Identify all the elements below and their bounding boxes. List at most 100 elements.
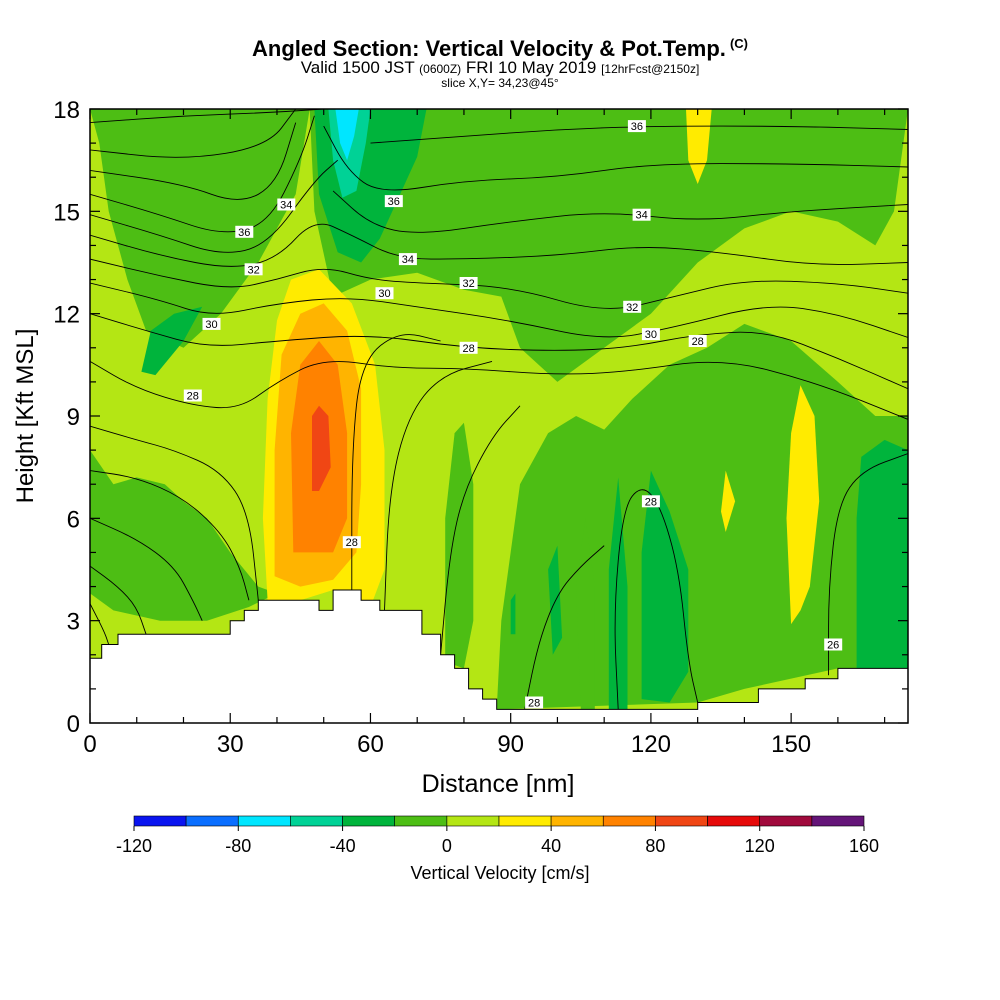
theta-label-text: 30 (205, 319, 217, 331)
updraft-region (686, 109, 712, 184)
colorbar-swatch (602, 815, 656, 827)
colorbar-tick-label: -40 (330, 836, 356, 856)
downdraft-region (576, 518, 595, 710)
colorbar-tick-label: 160 (849, 836, 879, 856)
colorbar-swatch (446, 815, 500, 827)
theta-label-text: 34 (635, 210, 647, 222)
theta-label-box (398, 253, 417, 266)
theta-contour-line (323, 125, 908, 191)
terrain-mask (90, 589, 908, 723)
colorbar-tick-label: 0 (442, 836, 452, 856)
theta-label-box (375, 287, 394, 300)
theta-contour-line (90, 223, 908, 267)
colorbar-swatch (342, 815, 396, 827)
x-tick-label: 90 (497, 731, 524, 758)
theta-contour-line (90, 470, 250, 601)
colorbar-swatch (811, 815, 865, 827)
colorbar-swatch (759, 815, 813, 827)
theta-contour-label: 34 (398, 253, 417, 266)
theta-contour-label: 36 (627, 120, 646, 133)
theta-label-text: 30 (378, 288, 390, 300)
chart-title-units: (C) (729, 36, 748, 51)
theta-contour-line (90, 159, 338, 253)
theta-label-text: 26 (827, 640, 839, 652)
theta-label-text: 28 (187, 391, 199, 403)
velocity-field (90, 109, 908, 710)
colorbar-swatch (550, 815, 604, 827)
theta-contour-label: 28 (342, 536, 361, 549)
theta-label-text: 34 (402, 254, 414, 266)
theta-label-box (202, 317, 221, 330)
theta-label-text: 34 (280, 200, 292, 212)
updraft-core (312, 405, 331, 491)
chart-title-text: Angled Section: Vertical Velocity & Pot.… (252, 36, 726, 61)
downdraft-region (309, 109, 908, 382)
theta-label-box (342, 536, 361, 549)
theta-contour-line (332, 190, 908, 233)
x-tick-label: 120 (631, 731, 671, 758)
theta-label-text: 36 (388, 196, 400, 208)
chart-subtitle: Valid 1500 JST (0600Z) FRI 10 May 2019 [… (0, 58, 1000, 78)
theta-contours (90, 109, 908, 710)
theta-label-box (235, 225, 254, 238)
updraft-region (786, 385, 820, 625)
theta-label-text: 28 (645, 496, 657, 508)
theta-contour-label: 30 (202, 317, 221, 331)
theta-label-text: 28 (692, 336, 704, 348)
colorbar-tick-label: 40 (541, 836, 561, 856)
downdraft-region (856, 439, 908, 669)
colorbar: -120 -80 -40 0 40 80 120 160 (116, 815, 879, 856)
updraft-region (721, 470, 736, 532)
theta-contour-line (370, 125, 908, 144)
x-tick-label: 30 (217, 731, 244, 758)
theta-contour-line (90, 425, 259, 601)
theta-contour-label: 28 (525, 696, 544, 710)
theta-label-text: 32 (626, 302, 638, 314)
theta-label-box (623, 300, 642, 313)
y-tick-label: 12 (53, 302, 80, 329)
plot-area: 36 36 36 34 34 34 32 32 32 30 30 30 28 28 28 28 28 28 26 (90, 109, 908, 723)
theta-contour-labels: 36 36 36 34 34 34 32 32 32 30 30 30 28 28 28 28 28 28 26 (183, 120, 843, 710)
colorbar-swatch (133, 815, 187, 827)
theta-contour-line (90, 109, 330, 124)
colorbar-tick-label: -80 (225, 836, 251, 856)
subtitle-valid: Valid 1500 JST (300, 58, 415, 77)
colorbar-swatch (290, 815, 343, 827)
colorbar-swatch (394, 815, 448, 827)
theta-contour-label: 34 (277, 198, 296, 212)
theta-contour-line (524, 545, 605, 710)
downdraft-region (90, 450, 277, 621)
theta-contour-line (440, 405, 521, 655)
theta-label-text: 28 (462, 343, 474, 355)
subtitle-utc: (0600Z) (419, 62, 462, 76)
downdraft-region (608, 477, 628, 710)
theta-contour-line (351, 334, 441, 590)
x-axis-label: Distance [nm] (422, 770, 575, 798)
theta-contour-label: 34 (632, 208, 651, 222)
colorbar-tick-label: -120 (116, 836, 152, 856)
y-tick-label: 0 (67, 711, 80, 738)
theta-label-box (183, 389, 202, 402)
theta-contour-line (90, 565, 147, 635)
y-tick-label: 3 (67, 609, 80, 636)
colorbar-tick-label: 120 (745, 836, 775, 856)
downdraft-region (641, 470, 689, 703)
colorbar-swatch (707, 815, 760, 827)
y-tick-label: 6 (67, 506, 80, 533)
theta-contour-line (614, 489, 699, 710)
theta-label-box (244, 263, 263, 276)
downdraft-region (141, 306, 203, 376)
theta-label-text: 28 (528, 698, 540, 710)
theta-contour-label: 32 (244, 263, 263, 276)
colorbar-tick-label: 80 (645, 836, 665, 856)
theta-contour-label: 28 (183, 389, 202, 403)
downdraft-core (335, 109, 359, 161)
theta-contour-line (90, 258, 908, 309)
theta-label-text: 30 (645, 329, 657, 341)
theta-contour-line (90, 361, 908, 420)
theta-contour-line (90, 115, 315, 233)
x-tick-label: 150 (771, 731, 811, 758)
theta-label-text: 28 (346, 537, 358, 549)
y-tick-label: 9 (67, 404, 80, 431)
